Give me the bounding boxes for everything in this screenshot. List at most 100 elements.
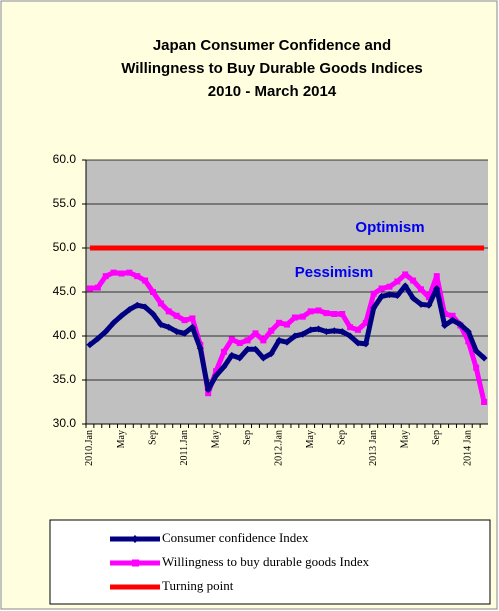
marker (275, 336, 283, 344)
marker (181, 317, 188, 324)
marker (291, 332, 299, 340)
marker (236, 354, 244, 362)
marker (402, 271, 409, 278)
marker (441, 321, 449, 329)
marker (307, 308, 314, 315)
marker (220, 348, 227, 355)
marker (118, 270, 125, 277)
marker (173, 328, 181, 336)
marker (220, 363, 228, 371)
marker (142, 277, 149, 284)
marker (102, 273, 109, 280)
legend-label: Turning point (162, 578, 234, 593)
marker (386, 283, 393, 290)
marker (86, 285, 93, 292)
legend-marker (131, 535, 139, 543)
marker (449, 316, 457, 324)
marker (370, 304, 378, 312)
marker (133, 301, 141, 309)
marker (456, 321, 464, 329)
marker (425, 301, 433, 309)
marker (385, 291, 393, 299)
x-tick-label: May (116, 430, 127, 448)
x-tick-label: Sep (242, 430, 253, 445)
marker (331, 311, 338, 317)
marker (228, 336, 235, 343)
marker (370, 290, 377, 297)
marker (189, 315, 196, 322)
marker (410, 277, 417, 284)
marker (315, 307, 322, 314)
chart-title: Willingness to Buy Durable Goods Indices (121, 60, 423, 77)
marker (378, 285, 385, 292)
x-tick-label: 2013 Jan (368, 430, 379, 466)
marker (299, 313, 306, 320)
marker (283, 338, 291, 346)
marker (150, 289, 156, 295)
marker (425, 294, 432, 301)
marker (417, 300, 425, 308)
x-tick-label: 2012.Jan (273, 430, 284, 466)
marker (276, 319, 283, 326)
marker (181, 329, 189, 337)
y-tick-label: 30.0 (53, 416, 77, 430)
marker (125, 306, 133, 314)
marker (86, 341, 94, 349)
marker (251, 345, 259, 353)
legend-label: Willingness to buy durable goods Index (162, 554, 370, 569)
marker (354, 326, 361, 333)
x-tick-label: May (400, 430, 411, 448)
marker (244, 337, 251, 344)
marker (323, 310, 330, 317)
x-tick-label: May (210, 430, 221, 448)
marker (252, 330, 259, 337)
marker (307, 326, 315, 334)
marker (409, 294, 417, 302)
marker (338, 328, 346, 336)
marker (472, 347, 480, 355)
marker (393, 292, 401, 300)
marker (362, 319, 369, 326)
marker (378, 292, 386, 300)
marker (110, 269, 117, 276)
x-tick-label: 2014 Jan (463, 430, 474, 466)
marker (212, 372, 220, 380)
y-tick-label: 40.0 (53, 328, 77, 342)
marker (236, 340, 243, 347)
marker (173, 312, 180, 319)
marker (94, 335, 102, 343)
marker (464, 328, 472, 336)
marker (157, 321, 165, 329)
marker (354, 339, 362, 347)
marker (165, 308, 172, 315)
marker (204, 386, 212, 394)
y-tick-label: 45.0 (53, 284, 77, 298)
x-tick-label: 2011.Jan (179, 430, 190, 465)
marker (291, 314, 298, 321)
marker (213, 368, 220, 375)
annotation: Pessimism (295, 264, 373, 281)
y-tick-label: 50.0 (53, 240, 77, 254)
marker (401, 282, 409, 290)
marker (149, 310, 157, 318)
marker (134, 273, 141, 280)
annotation: Optimism (355, 219, 424, 236)
x-tick-label: May (305, 430, 316, 448)
y-tick-label: 35.0 (53, 372, 77, 386)
marker (433, 284, 441, 292)
marker (117, 312, 125, 320)
marker (346, 332, 354, 340)
marker (433, 273, 440, 280)
y-tick-label: 55.0 (53, 196, 77, 210)
chart-title: Japan Consumer Confidence and (153, 37, 391, 54)
marker (473, 364, 480, 371)
chart-title: 2010 - March 2014 (208, 83, 337, 100)
marker (141, 303, 149, 311)
legend-marker (132, 559, 139, 567)
marker (228, 351, 236, 359)
marker (347, 324, 354, 331)
marker (394, 278, 401, 285)
y-tick-label: 60.0 (53, 152, 77, 166)
marker (157, 300, 164, 307)
marker (188, 323, 196, 331)
